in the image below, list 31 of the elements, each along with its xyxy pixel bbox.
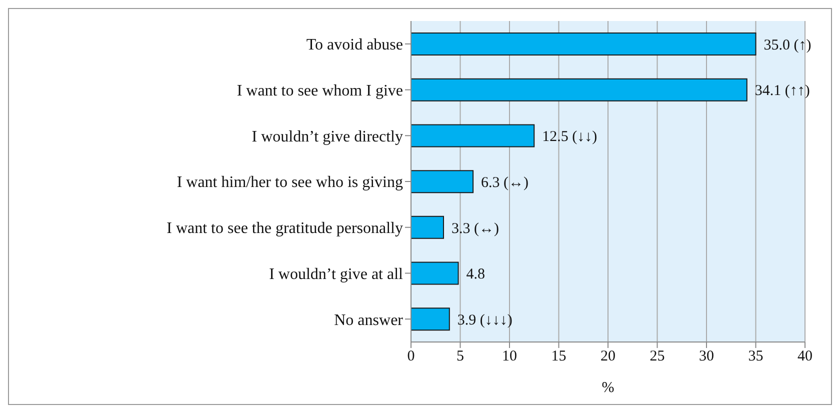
- x-tick-label: 10: [502, 348, 517, 365]
- y-tick-label: I wouldn’t give directly: [252, 128, 403, 146]
- x-tick-label: 35: [748, 348, 764, 365]
- data-label: 4.8: [466, 266, 486, 283]
- data-label: 3.9 (↓↓↓): [457, 312, 512, 328]
- data-label: 34.1 (↑↑): [754, 83, 810, 100]
- bar: [411, 78, 748, 102]
- x-tick-label: 0: [407, 348, 415, 365]
- bar: [411, 32, 756, 56]
- x-tick-label: 40: [798, 348, 812, 365]
- data-label: 35.0 (↑): [764, 37, 812, 54]
- y-tick-label: No answer: [334, 312, 404, 329]
- bar: [411, 124, 535, 148]
- data-label: 6.3 (↔): [481, 174, 529, 191]
- x-tick-label: 25: [650, 348, 665, 365]
- y-tick-label: I want to see whom I give: [236, 82, 403, 100]
- y-tick-label: To avoid abuse: [306, 36, 403, 54]
- bar: [411, 308, 450, 331]
- y-tick-label: I want him/her to see who is giving: [176, 174, 403, 192]
- x-tick-label: 15: [551, 348, 566, 365]
- data-label: 3.3 (↔): [452, 220, 500, 237]
- x-tick-label: 5: [456, 348, 464, 365]
- y-tick-label: I want to see the gratitude personally: [166, 220, 403, 238]
- x-tick-label: 20: [600, 348, 616, 365]
- bar: [411, 216, 444, 239]
- x-tick-label: 30: [699, 348, 714, 365]
- data-label: 12.5 (↓↓): [542, 129, 598, 146]
- bar: [411, 262, 459, 285]
- bar: [411, 170, 474, 194]
- x-axis-title: %: [602, 380, 614, 396]
- y-tick-label: I wouldn’t give at all: [269, 266, 404, 283]
